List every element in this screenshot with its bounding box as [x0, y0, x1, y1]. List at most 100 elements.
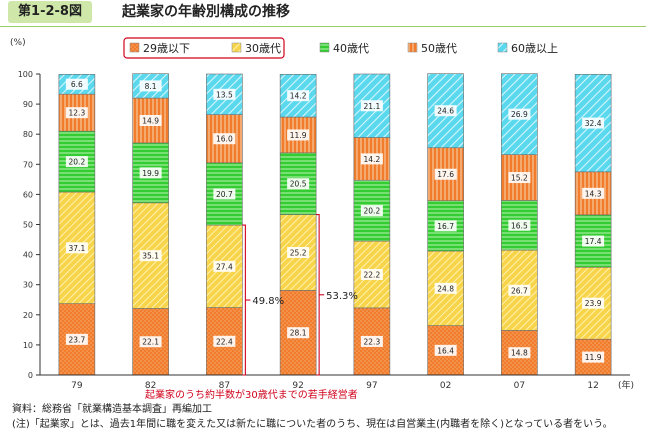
- value-label-bg: [287, 246, 310, 258]
- legend-item: 29歳以下: [129, 42, 190, 55]
- figure-number: 第1-2-8図: [8, 1, 92, 23]
- value-label: 20.2: [69, 158, 86, 167]
- value-label-bg: [434, 168, 457, 180]
- x-tick-label: 82: [145, 381, 156, 391]
- value-label-bg: [508, 284, 531, 296]
- value-label: 22.3: [364, 337, 381, 346]
- value-label-bg: [139, 167, 162, 179]
- value-label-bg: [139, 336, 162, 348]
- value-label: 11.9: [585, 353, 602, 362]
- value-label-bg: [287, 90, 310, 102]
- bar-stack: 28.1 25.2 20.5 11.9 14.2: [279, 74, 317, 376]
- value-label-bg: [360, 335, 383, 347]
- value-label-bg: [508, 172, 531, 184]
- bracket-line: [242, 224, 246, 376]
- value-label-bg: [434, 282, 457, 294]
- value-label: 24.8: [437, 284, 454, 293]
- y-tick-label: 20: [23, 311, 33, 320]
- y-tick-label: 0: [28, 371, 33, 380]
- value-label: 16.4: [437, 346, 454, 355]
- bracket-line: [316, 214, 320, 376]
- value-label: 22.2: [364, 270, 381, 279]
- stacked-bar-chart: 29歳以下 30歳代 40歳代 50歳代 60歳以上 (%) 0 10 20 30 40 50 60…: [10, 37, 634, 400]
- bar-stack: 22.3 22.2 20.2 14.2 21.1: [353, 73, 391, 376]
- y-tick-label: 60: [23, 190, 33, 199]
- figure-title: 起業家の年齢別構成の推移: [122, 4, 290, 20]
- y-tick-label: 10: [23, 341, 33, 350]
- x-axis-unit-label: (年): [618, 379, 634, 391]
- value-label-bg: [287, 178, 310, 190]
- legend-label: 40歳代: [333, 42, 369, 55]
- y-tick-label: 50: [23, 221, 33, 230]
- bar-stack: 14.8 26.7 16.5 15.2 26.9: [501, 73, 538, 376]
- legend-item: 40歳代: [319, 42, 369, 55]
- bar-segment: [206, 114, 243, 164]
- value-label-bg: [434, 220, 457, 232]
- value-label-bg: [213, 335, 236, 347]
- value-label: 19.9: [142, 169, 159, 178]
- value-label: 6.6: [71, 80, 83, 89]
- legend-highlight-box: [123, 37, 285, 59]
- value-label-bg: [213, 188, 236, 200]
- value-label: 23.9: [585, 299, 602, 308]
- x-axis: 79 82 87 92 97 02 07 12: [40, 374, 630, 391]
- y-tick-label: 100: [18, 70, 33, 79]
- legend-swatch: [129, 42, 140, 53]
- bar-series-group: 23.737.120.212.36.622.135.119.914.98.122…: [58, 73, 612, 376]
- x-tick-label: 92: [292, 381, 303, 391]
- value-label-bg: [508, 219, 531, 231]
- legend-item: 30歳代: [231, 42, 281, 55]
- bar-stack: 22.4 27.4 20.7 16.0 13.5: [206, 73, 243, 376]
- value-label: 17.4: [585, 237, 602, 246]
- bracket-annotation: 53.3%: [316, 214, 358, 376]
- value-label: 12.3: [69, 109, 86, 118]
- value-label: 14.8: [511, 349, 528, 358]
- value-label-bg: [213, 133, 236, 145]
- y-axis: 0 10 20 30 40 50 60 70 80 90 100: [18, 70, 41, 380]
- y-axis-unit-label: (%): [10, 38, 26, 48]
- value-label: 26.9: [511, 110, 528, 119]
- value-label: 11.9: [290, 131, 307, 140]
- value-label-bg: [65, 78, 88, 90]
- bar-stack: 16.4 24.8 16.7 17.6 24.6: [427, 73, 464, 376]
- bracket-annotation: 49.8%: [242, 224, 284, 376]
- figure-header: 第1-2-8図 起業家の年齢別構成の推移: [0, 0, 646, 27]
- value-label-bg: [287, 129, 310, 141]
- value-label: 27.4: [216, 262, 233, 271]
- value-label: 16.0: [216, 135, 233, 144]
- x-tick-label: 02: [440, 381, 451, 391]
- value-label: 13.5: [216, 90, 233, 99]
- bracket-label: 49.8%: [252, 296, 284, 307]
- legend-swatch: [231, 42, 242, 53]
- value-label: 32.4: [585, 119, 602, 128]
- value-label: 20.7: [216, 190, 233, 199]
- value-label: 26.7: [511, 286, 528, 295]
- legend-item: 60歳以上: [497, 42, 558, 55]
- legend-swatch: [319, 42, 330, 53]
- value-label-bg: [65, 242, 88, 254]
- legend-label: 60歳以上: [511, 42, 558, 55]
- value-label-bg: [213, 260, 236, 272]
- legend-label: 30歳代: [245, 42, 281, 55]
- value-label-bg: [65, 333, 88, 345]
- value-label: 20.5: [290, 180, 307, 189]
- value-label: 23.7: [69, 335, 86, 344]
- value-label-bg: [139, 115, 162, 127]
- bar-stack: 11.9 23.9 17.4 14.3 32.4: [574, 74, 612, 376]
- value-label-bg: [582, 187, 605, 199]
- value-label: 35.1: [142, 252, 159, 261]
- value-label: 22.4: [216, 337, 233, 346]
- value-label: 16.5: [511, 221, 528, 230]
- bar-stack: 23.7 37.1 20.2 12.3 6.6: [58, 74, 96, 376]
- value-label-bg: [582, 351, 605, 363]
- value-label: 24.6: [437, 107, 454, 116]
- value-label-bg: [213, 88, 236, 100]
- value-label: 17.6: [437, 170, 454, 179]
- value-label: 25.2: [290, 248, 307, 257]
- bar-stack: 22.1 35.1 19.9 14.9 8.1: [132, 73, 169, 376]
- value-label: 22.1: [142, 338, 159, 347]
- x-tick-label: 87: [219, 381, 230, 391]
- value-label: 21.1: [364, 102, 381, 111]
- value-label-bg: [582, 235, 605, 247]
- y-tick-label: 90: [23, 100, 33, 109]
